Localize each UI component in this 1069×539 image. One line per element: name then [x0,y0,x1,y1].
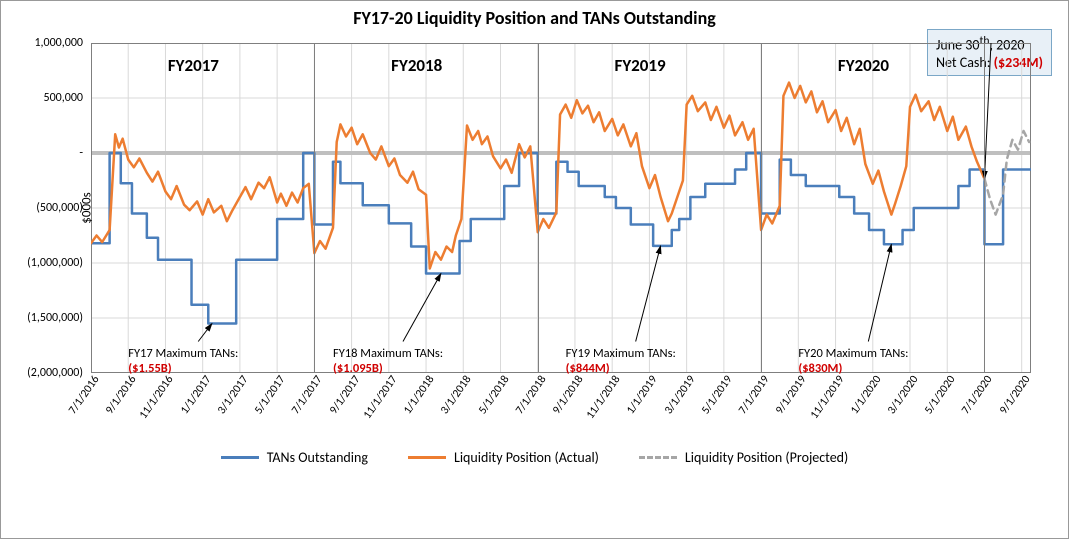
legend-tans-swatch [221,456,259,459]
x-tick: 3/1/2018 [438,373,475,417]
chart-title: FY17-20 Liquidity Position and TANs Outs… [11,7,1058,29]
y-tick: (1,000,000) [13,256,83,270]
y-tick: (2,000,000) [13,366,83,380]
x-tick: 7/1/2020 [959,373,996,417]
x-tick: 1/1/2020 [848,373,885,417]
x-tick: 7/1/2019 [736,373,773,417]
x-tick: 11/1/2017 [360,373,400,422]
x-tick: 1/1/2018 [401,373,438,417]
x-tick: 7/1/2017 [289,373,326,417]
x-tick-labels: 7/1/20169/1/201611/1/20161/1/20173/1/201… [91,373,1031,443]
legend-liq-actual: Liquidity Position (Actual) [408,449,599,466]
x-tick: 9/1/2020 [997,373,1034,417]
chart-svg [91,43,1031,373]
legend-liq-proj-swatch [639,456,677,459]
legend: TANs Outstanding Liquidity Position (Act… [11,449,1058,466]
legend-liq-actual-label: Liquidity Position (Actual) [454,449,599,466]
y-tick: 500,000 [13,91,83,105]
chart-frame: FY17-20 Liquidity Position and TANs Outs… [0,0,1069,539]
y-tick: 1,000,000 [13,36,83,50]
legend-liq-actual-swatch [408,456,446,459]
x-tick: 3/1/2017 [215,373,252,417]
y-tick: (500,000) [13,201,83,215]
x-tick: 3/1/2020 [885,373,922,417]
y-tick: (1,500,000) [13,311,83,325]
x-tick: 5/1/2020 [922,373,959,417]
x-tick: 7/1/2018 [513,373,550,417]
legend-tans: TANs Outstanding [221,449,368,466]
plot-area: $000s (2,000,000)(1,500,000)(1,000,000)(… [91,43,1031,373]
x-tick: 5/1/2019 [699,373,736,417]
x-tick: 9/1/2017 [326,373,363,417]
legend-tans-label: TANs Outstanding [267,449,368,466]
x-tick: 9/1/2019 [773,373,810,417]
x-tick: 5/1/2017 [252,373,289,417]
x-tick: 1/1/2019 [624,373,661,417]
x-tick: 5/1/2018 [475,373,512,417]
legend-liq-proj: Liquidity Position (Projected) [639,449,848,466]
x-tick: 9/1/2018 [550,373,587,417]
legend-liq-proj-label: Liquidity Position (Projected) [685,449,848,466]
x-tick: 1/1/2017 [178,373,215,417]
x-tick: 9/1/2016 [103,373,140,417]
x-tick: 3/1/2019 [661,373,698,417]
x-tick: 11/1/2019 [807,373,847,422]
x-tick: 11/1/2018 [584,373,624,422]
y-tick: - [13,146,83,160]
x-tick: 11/1/2016 [137,373,177,422]
